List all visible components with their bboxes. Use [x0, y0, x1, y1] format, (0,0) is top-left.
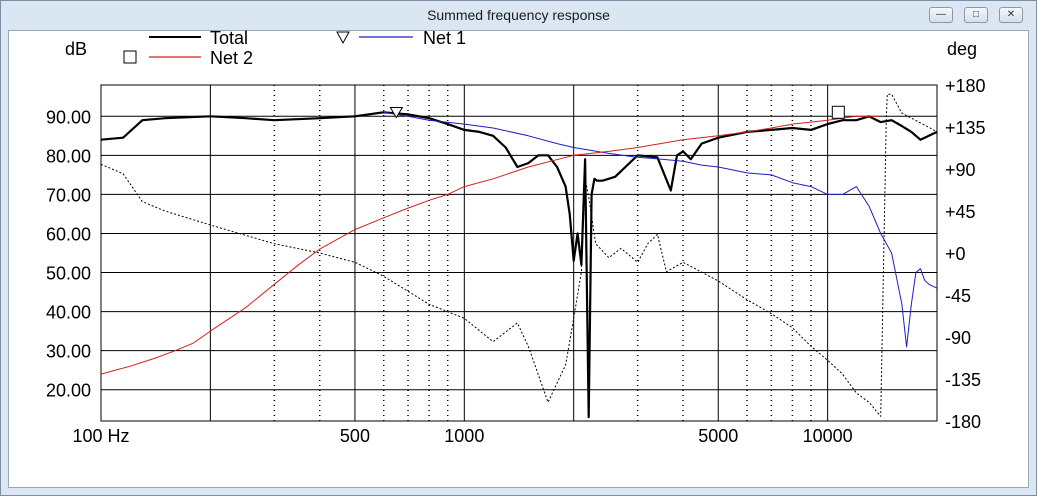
maximize-icon: □: [972, 9, 980, 20]
x-tick-label: 1000: [444, 426, 484, 446]
y-left-tick-label: 90.00: [46, 107, 91, 127]
close-icon: ✕: [1006, 9, 1016, 20]
x-tick-label: 5000: [698, 426, 738, 446]
plot-frame: [100, 84, 938, 422]
y-left-tick-label: 20.00: [46, 381, 91, 401]
window-title: Summed frequency response: [427, 7, 610, 23]
legend-label-total: Total: [210, 28, 248, 48]
y-right-tick-label: +180: [945, 76, 986, 96]
y-left-tick-label: 70.00: [46, 185, 91, 205]
grid: [101, 85, 938, 421]
legend-label-net2: Net 2: [210, 48, 253, 68]
x-tick-label: 100 Hz: [72, 426, 129, 446]
y-left-axis-label: dB: [65, 39, 87, 59]
maximize-button[interactable]: □: [964, 7, 988, 23]
y-left-tick-label: 30.00: [46, 342, 91, 362]
title-bar: Summed frequency response — □ ✕: [1, 1, 1036, 31]
net2-square-marker-icon: [831, 105, 845, 119]
y-left-tick-label: 40.00: [46, 303, 91, 323]
legend-square-marker-icon: [123, 50, 137, 64]
y-right-tick-label: -45: [945, 286, 971, 306]
legend: Total Net 2 Net 1: [123, 28, 466, 68]
y-right-tick-label: +135: [945, 118, 986, 138]
x-tick-label: 500: [340, 426, 370, 446]
close-button[interactable]: ✕: [999, 7, 1023, 23]
y-left-tick-label: 50.00: [46, 264, 91, 284]
y-right-tick-label: +45: [945, 202, 976, 222]
minimize-button[interactable]: —: [929, 7, 953, 23]
legend-label-net1: Net 1: [423, 28, 466, 48]
y-left-tick-label: 60.00: [46, 224, 91, 244]
y-right-tick-label: -90: [945, 328, 971, 348]
series-line-total: [100, 111, 938, 419]
net1-triangle-marker-icon: [389, 107, 404, 119]
y-left-tick-label: 80.00: [46, 146, 91, 166]
y-right-tick-label: +90: [945, 160, 976, 180]
tick-labels: 20.00 30.00 40.00 50.00 60.00 70.00 80.00 90.00…: [46, 76, 986, 446]
y-right-axis-label: deg: [947, 39, 977, 59]
x-tick-label: 10000: [803, 426, 853, 446]
series-line-net-2: [100, 115, 881, 375]
chart-area: [8, 30, 1029, 488]
series-line-net-1: [383, 111, 938, 348]
y-right-tick-label: -135: [945, 370, 981, 390]
y-right-tick-label: -180: [945, 412, 981, 432]
y-right-tick-label: +0: [945, 244, 966, 264]
legend-triangle-marker-icon: [336, 31, 350, 45]
series-layer: [100, 93, 938, 419]
minimize-icon: —: [936, 9, 946, 20]
